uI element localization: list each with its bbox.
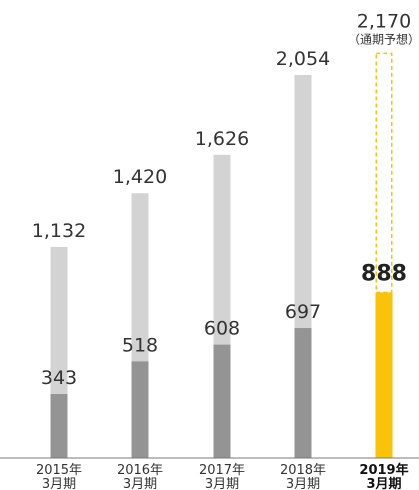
- category-year-label: 2017年: [199, 463, 245, 478]
- category-month-label: 3月期: [205, 477, 239, 490]
- part-label: 697: [285, 301, 321, 323]
- part-label: 608: [204, 318, 240, 340]
- forecast-bar-outline: [375, 52, 393, 294]
- part-label: 518: [122, 334, 158, 356]
- part-bar: [131, 361, 149, 458]
- total-label: 1,132: [32, 220, 86, 242]
- category-year-label: 2016年: [117, 463, 163, 478]
- total-label: 1,420: [113, 166, 167, 188]
- part-label: 343: [41, 367, 77, 389]
- total-label: 1,626: [195, 128, 249, 150]
- part-bar: [213, 344, 231, 458]
- category-month-label: 3月期: [366, 477, 401, 490]
- highlight-bar: [375, 292, 393, 458]
- total-label: 2,170: [357, 10, 411, 32]
- category-year-label: 2019年: [359, 462, 408, 478]
- part-bar: [294, 328, 312, 458]
- category-year-label: 2015年: [36, 463, 82, 478]
- highlight-value-label: 888: [361, 261, 407, 286]
- category-month-label: 3月期: [123, 477, 157, 490]
- total-label: 2,054: [276, 48, 330, 70]
- category-month-label: 3月期: [42, 477, 76, 490]
- category-year-label: 2018年: [280, 463, 326, 478]
- category-month-label: 3月期: [286, 477, 320, 490]
- forecast-note: （通期予想）: [348, 31, 419, 46]
- part-bar: [50, 394, 68, 458]
